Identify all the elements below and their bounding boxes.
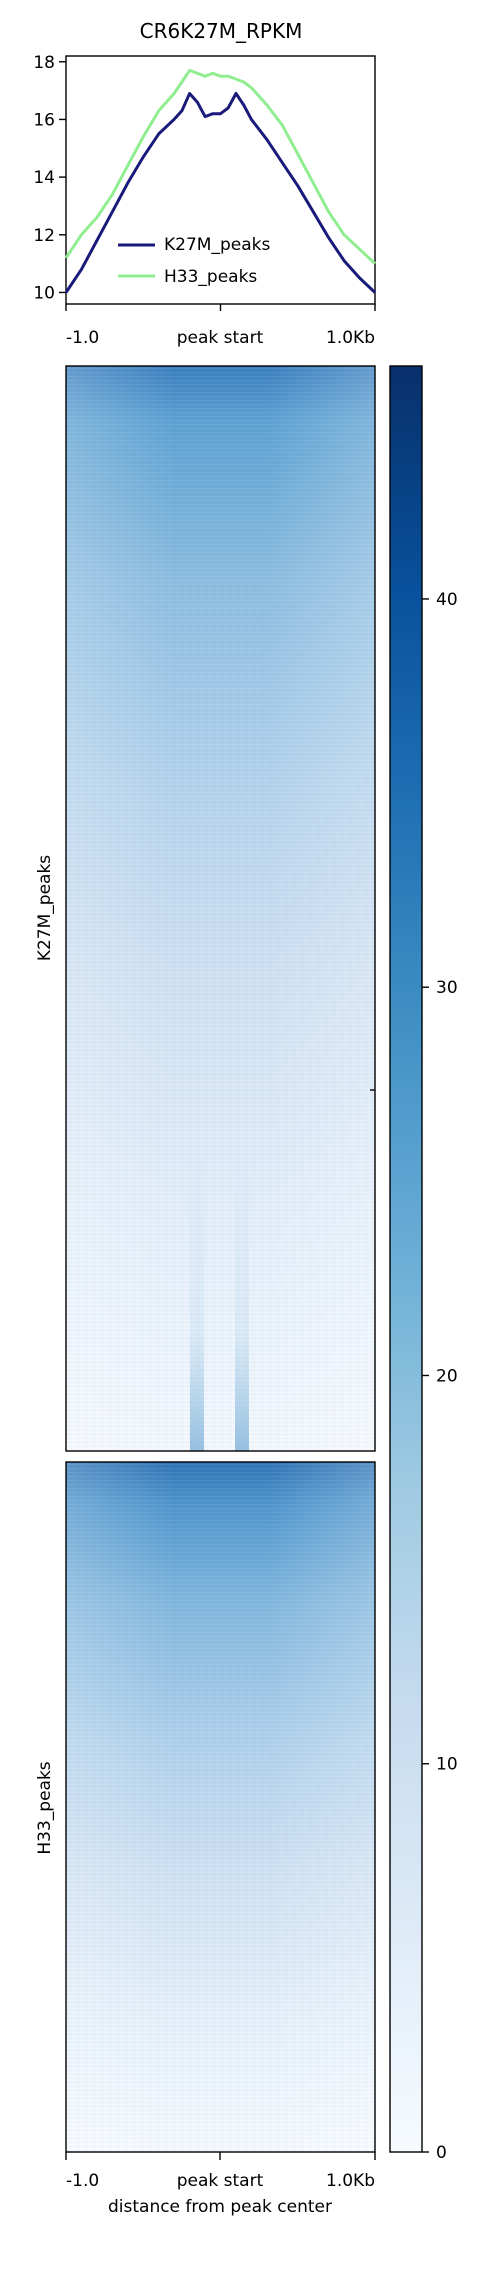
row-label-k27m: K27M_peaks [35, 855, 55, 961]
profile-axes [65, 55, 376, 305]
profile-legend: K27M_peaks H33_peaks [118, 235, 270, 287]
heatmap-x-tick-label-left: -1.0 [66, 2171, 99, 2191]
profile-y-tick-label-10: 10 [33, 283, 55, 303]
colorbar-ticks: 0 10 20 30 40 [422, 590, 458, 2163]
colorbar-tick-label-30: 30 [436, 978, 458, 998]
heatmap-h33-texture [66, 1462, 375, 2152]
profile-x-tick-label-right: 1.0Kb [326, 328, 375, 348]
heatmap-x-ticks [65, 2152, 376, 2160]
profile-y-tick-label-16: 16 [33, 110, 55, 130]
heatmap-k27m-ridge-left [190, 1150, 204, 1451]
legend-label-h33: H33_peaks [164, 267, 257, 287]
heatmap-k27m-ridge-right [235, 1150, 249, 1451]
heatmap-k27m-frame [65, 365, 376, 1452]
profile-y-tick-label-18: 18 [33, 53, 55, 73]
profile-y-tick-label-12: 12 [33, 226, 55, 246]
colorbar-tick-label-40: 40 [436, 590, 458, 610]
heatmap-x-axis-label: distance from peak center [108, 2197, 332, 2217]
heatmap-x-tick-label-center: peak start [177, 2171, 264, 2191]
profile-line-k27m-peaks [64, 92, 377, 294]
profile-y-ticks: 10 12 14 16 18 [33, 53, 66, 303]
heatmap-k27m-texture [66, 366, 375, 1451]
profile-x-tick-label-left: -1.0 [66, 328, 99, 348]
row-label-h33: H33_peaks [35, 1761, 55, 1854]
profile-x-ticks [65, 304, 376, 311]
colorbar [370, 365, 423, 2153]
profile-y-tick-label-14: 14 [33, 168, 55, 188]
legend-label-k27m: K27M_peaks [164, 235, 270, 255]
profile-title: CR6K27M_RPKM [140, 19, 303, 43]
profile-x-tick-label-center: peak start [177, 328, 264, 348]
colorbar-tick-label-20: 20 [436, 1366, 458, 1386]
profile-series [64, 68, 377, 294]
colorbar-gradient [389, 365, 423, 2153]
colorbar-tick-label-10: 10 [436, 1755, 458, 1775]
heatmap-h33-peaks [65, 1461, 376, 2153]
colorbar-tick-label-0: 0 [436, 2143, 447, 2163]
heatmap-x-tick-label-right: 1.0Kb [326, 2171, 375, 2191]
profile-line-h33-peaks [64, 68, 377, 265]
heatmap-k27m-peaks [65, 365, 376, 1452]
